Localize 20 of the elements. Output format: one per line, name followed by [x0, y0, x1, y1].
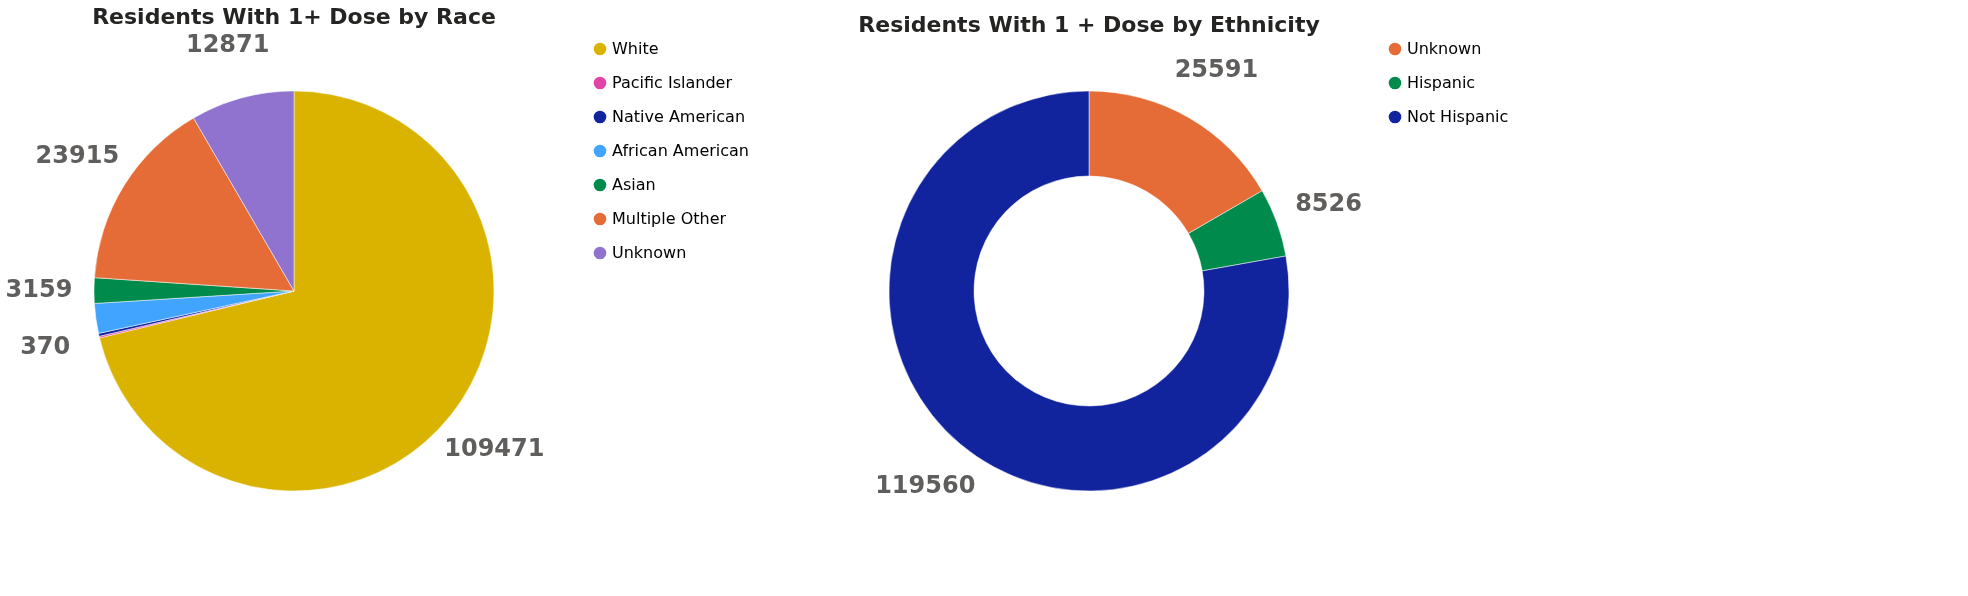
- legend-label: Multiple Other: [612, 209, 727, 228]
- chart-title: Residents With 1+ Dose by Race: [92, 3, 496, 29]
- data-label: 12871: [185, 29, 270, 58]
- data-label: 109471: [444, 433, 545, 462]
- data-label: 8526: [1295, 188, 1362, 217]
- legend-label: Asian: [612, 175, 656, 194]
- data-label: 25591: [1174, 55, 1259, 84]
- data-label: 3159: [5, 275, 73, 304]
- legend-label: African American: [612, 141, 749, 160]
- legend-label: White: [612, 39, 659, 58]
- data-label: 370: [20, 331, 71, 360]
- legend-label: Unknown: [612, 243, 687, 262]
- legend-label: Hispanic: [1407, 73, 1476, 92]
- data-label: 119560: [875, 471, 976, 500]
- chart-title: Residents With 1 + Dose by Ethnicity: [858, 12, 1320, 37]
- legend-label: Not Hispanic: [1407, 107, 1509, 126]
- legend-label: Native American: [612, 107, 746, 126]
- legend-label: Pacific Islander: [612, 73, 733, 92]
- legend-label: Unknown: [1407, 39, 1482, 58]
- data-label: 23915: [35, 141, 120, 170]
